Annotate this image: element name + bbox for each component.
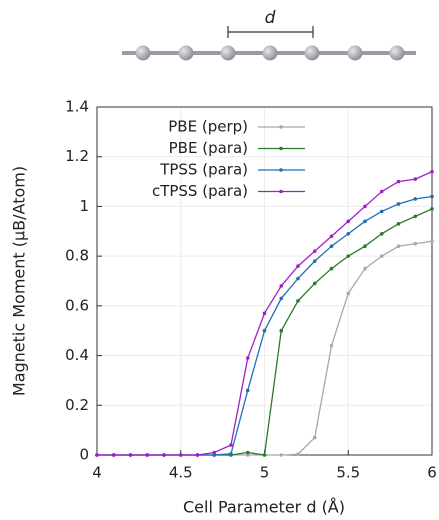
y-tick-label: 1.2 <box>65 147 89 165</box>
data-point <box>262 328 267 333</box>
y-tick-label: 0.8 <box>65 247 89 265</box>
data-point <box>296 299 300 303</box>
atom <box>389 45 405 61</box>
y-tick-label: 0.2 <box>65 396 89 414</box>
legend-swatch-point <box>279 189 283 194</box>
data-point <box>379 231 384 236</box>
data-point <box>346 219 351 224</box>
data-point <box>296 452 300 457</box>
data-point <box>396 179 401 184</box>
data-point <box>329 234 334 239</box>
data-point <box>329 244 334 248</box>
data-point <box>279 453 284 457</box>
data-point <box>379 189 384 194</box>
x-tick-label: 5 <box>260 464 270 482</box>
x-tick-label: 5.5 <box>336 464 360 482</box>
data-point <box>379 254 384 258</box>
x-tick-label: 4 <box>92 464 102 482</box>
data-point <box>245 453 250 457</box>
legend-label: PBE (perp) <box>168 118 248 136</box>
data-point <box>396 202 401 206</box>
y-tick-label: 1.4 <box>65 98 89 116</box>
data-point <box>245 388 250 393</box>
data-point <box>413 214 418 219</box>
data-point <box>145 453 150 457</box>
data-point <box>95 453 99 457</box>
data-point <box>430 194 434 199</box>
data-point <box>178 453 183 457</box>
atom-chain: d <box>122 8 416 61</box>
atom <box>262 45 278 61</box>
data-point <box>162 453 166 457</box>
atom <box>347 45 363 61</box>
data-point <box>296 264 300 268</box>
legend-swatch-point <box>279 125 283 129</box>
y-tick-label: 0 <box>79 446 89 464</box>
data-point <box>229 451 233 456</box>
legend-label: cTPSS (para) <box>152 182 248 200</box>
data-point <box>363 204 367 209</box>
x-tick-label: 4.5 <box>169 464 193 482</box>
data-point <box>413 177 418 181</box>
y-tick-label: 1 <box>79 197 89 215</box>
data-point <box>363 244 367 248</box>
data-point <box>363 266 367 271</box>
data-point <box>312 259 317 263</box>
data-point <box>329 266 334 271</box>
distance-bracket <box>227 26 314 38</box>
atom <box>220 45 236 61</box>
data-point <box>329 343 334 348</box>
atom <box>178 45 194 61</box>
y-tick-label: 0.4 <box>65 346 89 364</box>
legend-label: TPSS (para) <box>159 161 248 179</box>
data-point <box>346 254 351 258</box>
data-point <box>245 450 250 455</box>
data-point <box>413 241 418 246</box>
x-tick-label: 6 <box>427 464 437 482</box>
data-point <box>312 435 317 440</box>
data-point <box>111 453 116 457</box>
data-point <box>346 231 351 236</box>
data-point <box>379 209 384 214</box>
data-point <box>296 276 300 281</box>
data-point <box>312 249 317 253</box>
y-axis-label: Magnetic Moment (μB/Atom) <box>10 166 29 396</box>
x-axis-label: Cell Parameter d (Å) <box>183 498 345 517</box>
distance-label: d <box>265 8 276 28</box>
data-point <box>396 244 401 248</box>
atom <box>304 45 320 61</box>
legend-swatch-point <box>279 168 283 172</box>
data-point <box>413 197 418 201</box>
legend-swatch-point <box>279 146 283 151</box>
data-point <box>212 450 217 455</box>
data-point <box>346 291 351 296</box>
data-point <box>229 443 233 447</box>
data-point <box>312 281 317 286</box>
atom <box>135 45 151 61</box>
data-point <box>279 328 284 333</box>
data-point <box>262 453 267 457</box>
data-point <box>430 239 434 244</box>
data-point <box>430 169 434 174</box>
y-tick-label: 0.6 <box>65 296 89 314</box>
data-point <box>363 219 367 224</box>
data-point <box>128 453 133 457</box>
data-point <box>212 453 217 457</box>
data-point <box>279 284 284 288</box>
data-point <box>195 453 200 457</box>
data-point <box>430 207 434 211</box>
data-point <box>245 356 250 360</box>
data-point <box>279 296 284 301</box>
data-point <box>262 311 267 316</box>
legend-label: PBE (para) <box>169 139 248 157</box>
data-point <box>396 222 401 226</box>
